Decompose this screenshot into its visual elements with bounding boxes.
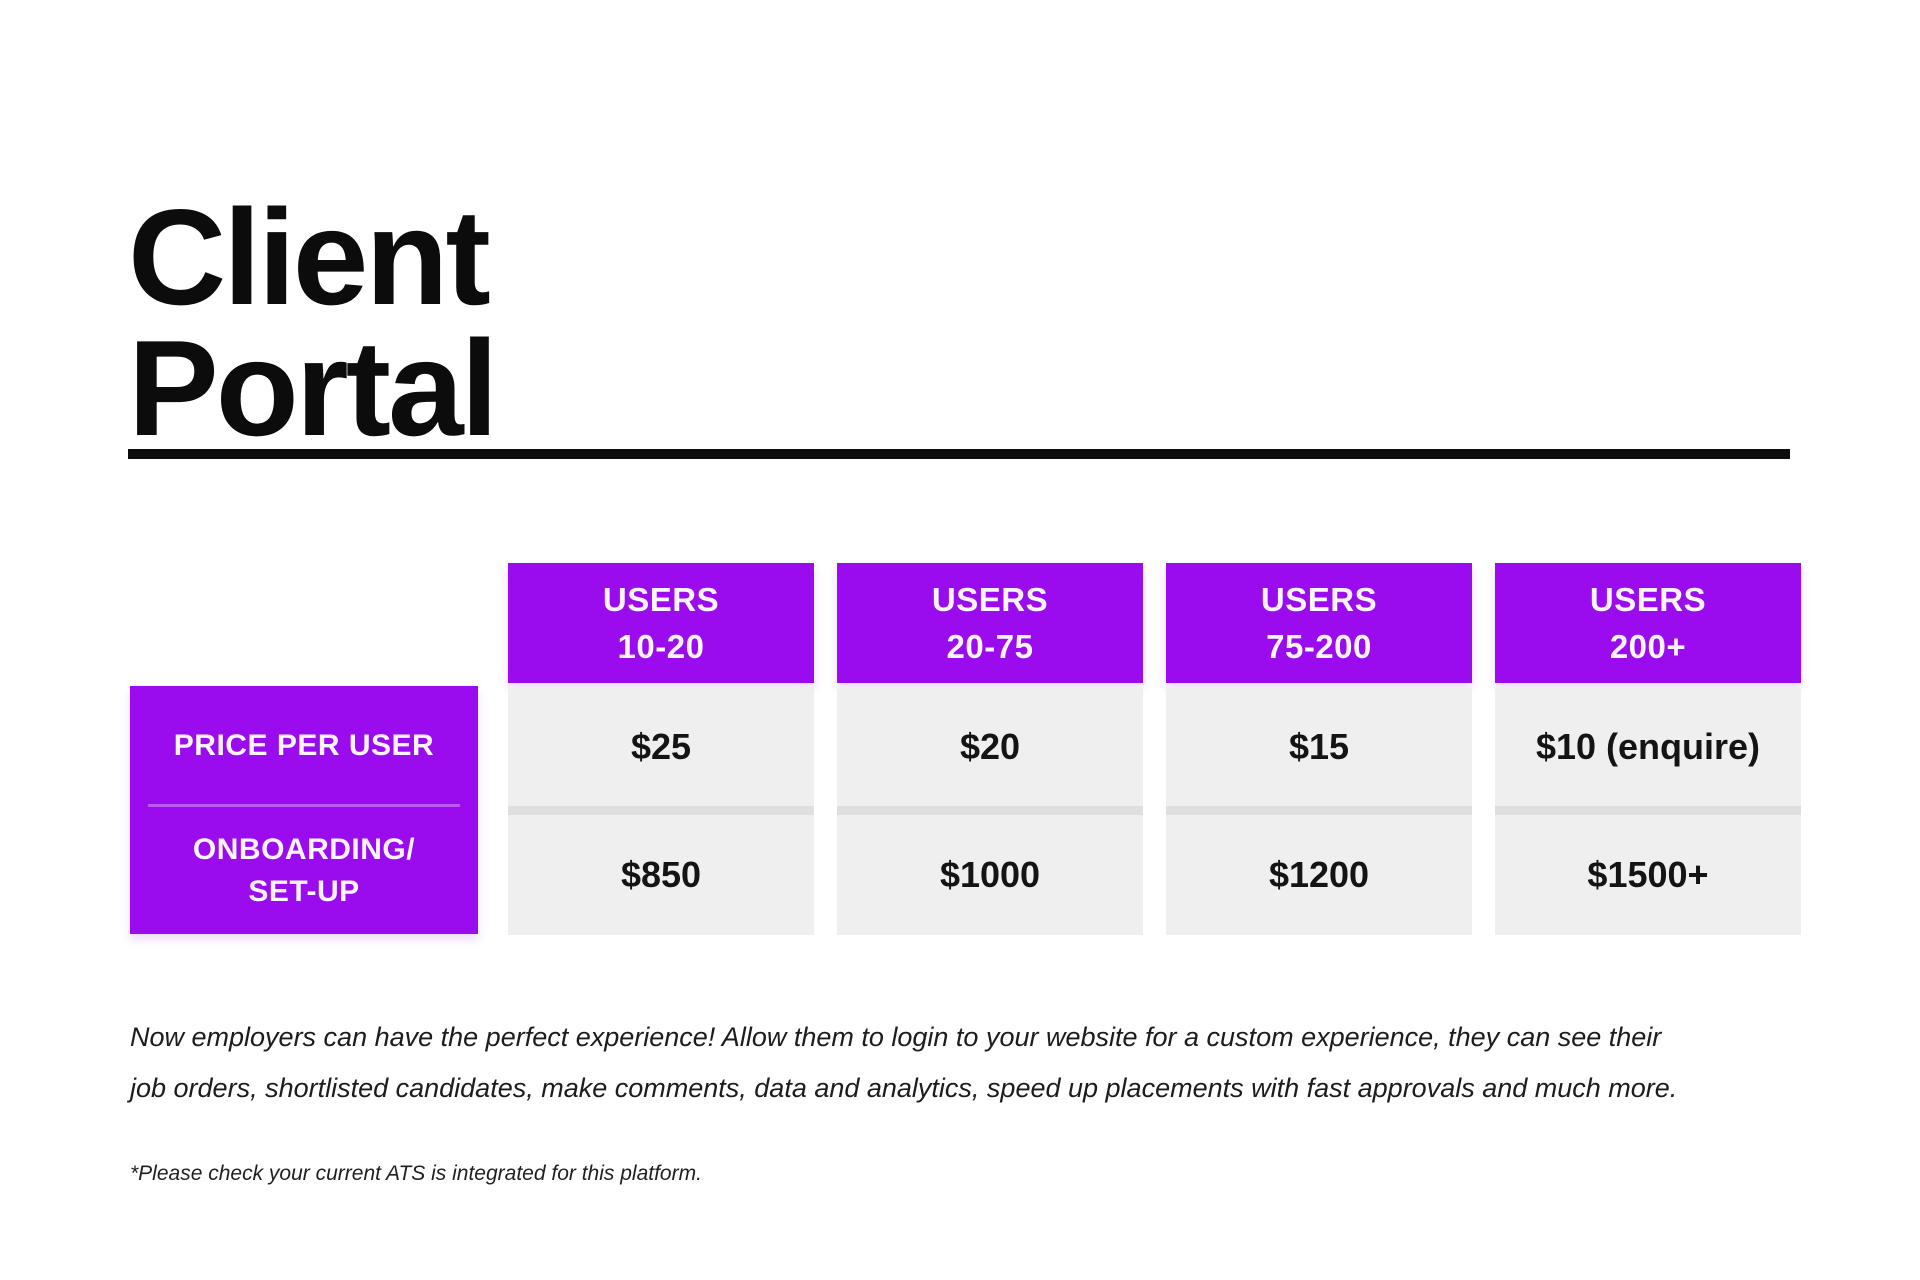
column-header-line: USERS (1260, 581, 1378, 618)
row-header-box: PRICE PER USER ONBOARDING/ SET-UP (130, 686, 478, 934)
column-header-line: 10-20 (617, 628, 705, 665)
column-header-line: 20-75 (946, 628, 1034, 665)
page-title-line-1: Client (128, 181, 491, 334)
page-title: Client Portal (128, 181, 498, 465)
row-divider (1495, 806, 1801, 815)
price-per-user-cell: $15 (1166, 687, 1472, 806)
price-value: $1200 (1268, 854, 1370, 895)
price-value: $1000 (939, 854, 1041, 895)
column-header-line: USERS (602, 581, 720, 618)
price-per-user-cell: $25 (508, 687, 814, 806)
price-value: $25 (630, 725, 692, 767)
price-per-user-cell: $20 (837, 687, 1143, 806)
price-value: $15 (1288, 725, 1350, 767)
page-title-line-2: Portal (128, 312, 498, 465)
onboarding-setup-cell: $850 (508, 815, 814, 935)
row-header-price-per-user: PRICE PER USER (130, 686, 478, 805)
description-text: Now employers can have the perfect exper… (130, 1012, 1677, 1114)
row-header-divider (148, 804, 460, 807)
column-header-line: 200+ (1609, 628, 1687, 665)
column-header-users-75-200: USERS 75-200 (1166, 563, 1472, 683)
price-value: $850 (620, 854, 702, 895)
onboarding-setup-cell: $1200 (1166, 815, 1472, 935)
row-header-label-text: ONBOARDING/ (192, 832, 416, 866)
column-header-users-10-20: USERS 10-20 (508, 563, 814, 683)
onboarding-setup-cell: $1000 (837, 815, 1143, 935)
price-value: $10 (enquire) (1535, 725, 1761, 767)
column-header-line: 75-200 (1266, 628, 1372, 665)
price-value: $20 (959, 725, 1021, 767)
column-header-line: USERS (931, 581, 1049, 618)
row-divider (508, 806, 814, 815)
column-header-users-20-75: USERS 20-75 (837, 563, 1143, 683)
title-divider-rule (128, 449, 1790, 459)
row-header-onboarding-setup: ONBOARDING/ SET-UP (130, 807, 478, 934)
price-per-user-cell: $10 (enquire) (1495, 687, 1801, 806)
description-line-1: Now employers can have the perfect exper… (130, 1022, 1662, 1052)
row-header-label-text: SET-UP (248, 874, 360, 908)
row-header-label-text: PRICE PER USER (173, 728, 435, 762)
footnote-text: *Please check your current ATS is integr… (130, 1162, 702, 1185)
column-header-line: USERS (1589, 581, 1707, 618)
row-divider (837, 806, 1143, 815)
price-value: $1500+ (1587, 854, 1709, 895)
column-header-users-200-plus: USERS 200+ (1495, 563, 1801, 683)
onboarding-setup-cell: $1500+ (1495, 815, 1801, 935)
description-line-2: job orders, shortlisted candidates, make… (130, 1073, 1678, 1103)
row-divider (1166, 806, 1472, 815)
